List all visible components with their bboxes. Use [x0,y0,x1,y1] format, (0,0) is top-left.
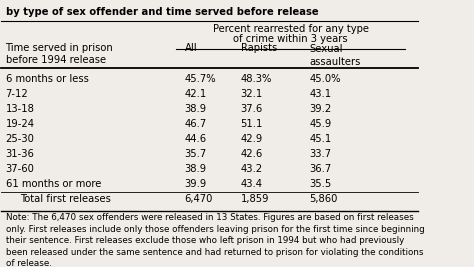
Text: 43.1: 43.1 [310,89,331,99]
Text: 25-30: 25-30 [6,134,35,144]
Text: Sexual
assaulters: Sexual assaulters [310,44,361,66]
Text: only. First releases include only those offenders leaving prison for the first t: only. First releases include only those … [6,225,424,234]
Text: 35.5: 35.5 [310,179,332,189]
Text: of crime within 3 years: of crime within 3 years [233,34,348,44]
Text: 42.1: 42.1 [184,89,207,99]
Text: 7-12: 7-12 [6,89,28,99]
Text: 6,470: 6,470 [184,194,213,204]
Text: 46.7: 46.7 [184,119,207,129]
Text: 43.4: 43.4 [241,179,263,189]
Text: 19-24: 19-24 [6,119,35,129]
Text: 39.2: 39.2 [310,104,332,114]
Text: 43.2: 43.2 [241,164,263,174]
Text: 31-36: 31-36 [6,149,35,159]
Text: 48.3%: 48.3% [241,74,272,84]
Text: 5,860: 5,860 [310,194,337,204]
Text: 37.6: 37.6 [241,104,263,114]
Text: of release.: of release. [6,259,51,267]
Text: 42.9: 42.9 [241,134,263,144]
Text: 45.0%: 45.0% [310,74,341,84]
Text: been released under the same sentence and had returned to prison for violating t: been released under the same sentence an… [6,248,423,257]
Text: their sentence. First releases exclude those who left prison in 1994 but who had: their sentence. First releases exclude t… [6,236,404,245]
Text: 61 months or more: 61 months or more [6,179,101,189]
Text: 36.7: 36.7 [310,164,332,174]
Text: 33.7: 33.7 [310,149,331,159]
Text: Time served in prison
before 1994 release: Time served in prison before 1994 releas… [6,42,113,65]
Text: Percent rearrested for any type: Percent rearrested for any type [213,24,369,34]
Text: 38.9: 38.9 [184,164,207,174]
Text: 6 months or less: 6 months or less [6,74,89,84]
Text: 32.1: 32.1 [241,89,263,99]
Text: All: All [184,42,197,53]
Text: 38.9: 38.9 [184,104,207,114]
Text: 45.7%: 45.7% [184,74,216,84]
Text: 39.9: 39.9 [184,179,207,189]
Text: Note: The 6,470 sex offenders were released in 13 States. Figures are based on f: Note: The 6,470 sex offenders were relea… [6,213,413,222]
Text: Rapists: Rapists [241,42,277,53]
Text: 51.1: 51.1 [241,119,263,129]
Text: 45.1: 45.1 [310,134,332,144]
Text: 35.7: 35.7 [184,149,207,159]
Text: 37-60: 37-60 [6,164,35,174]
Text: by type of sex offender and time served before release: by type of sex offender and time served … [6,7,318,17]
Text: Total first releases: Total first releases [20,194,111,204]
Text: 45.9: 45.9 [310,119,332,129]
Text: 13-18: 13-18 [6,104,35,114]
Text: 1,859: 1,859 [241,194,269,204]
Text: 42.6: 42.6 [241,149,263,159]
Text: 44.6: 44.6 [184,134,207,144]
